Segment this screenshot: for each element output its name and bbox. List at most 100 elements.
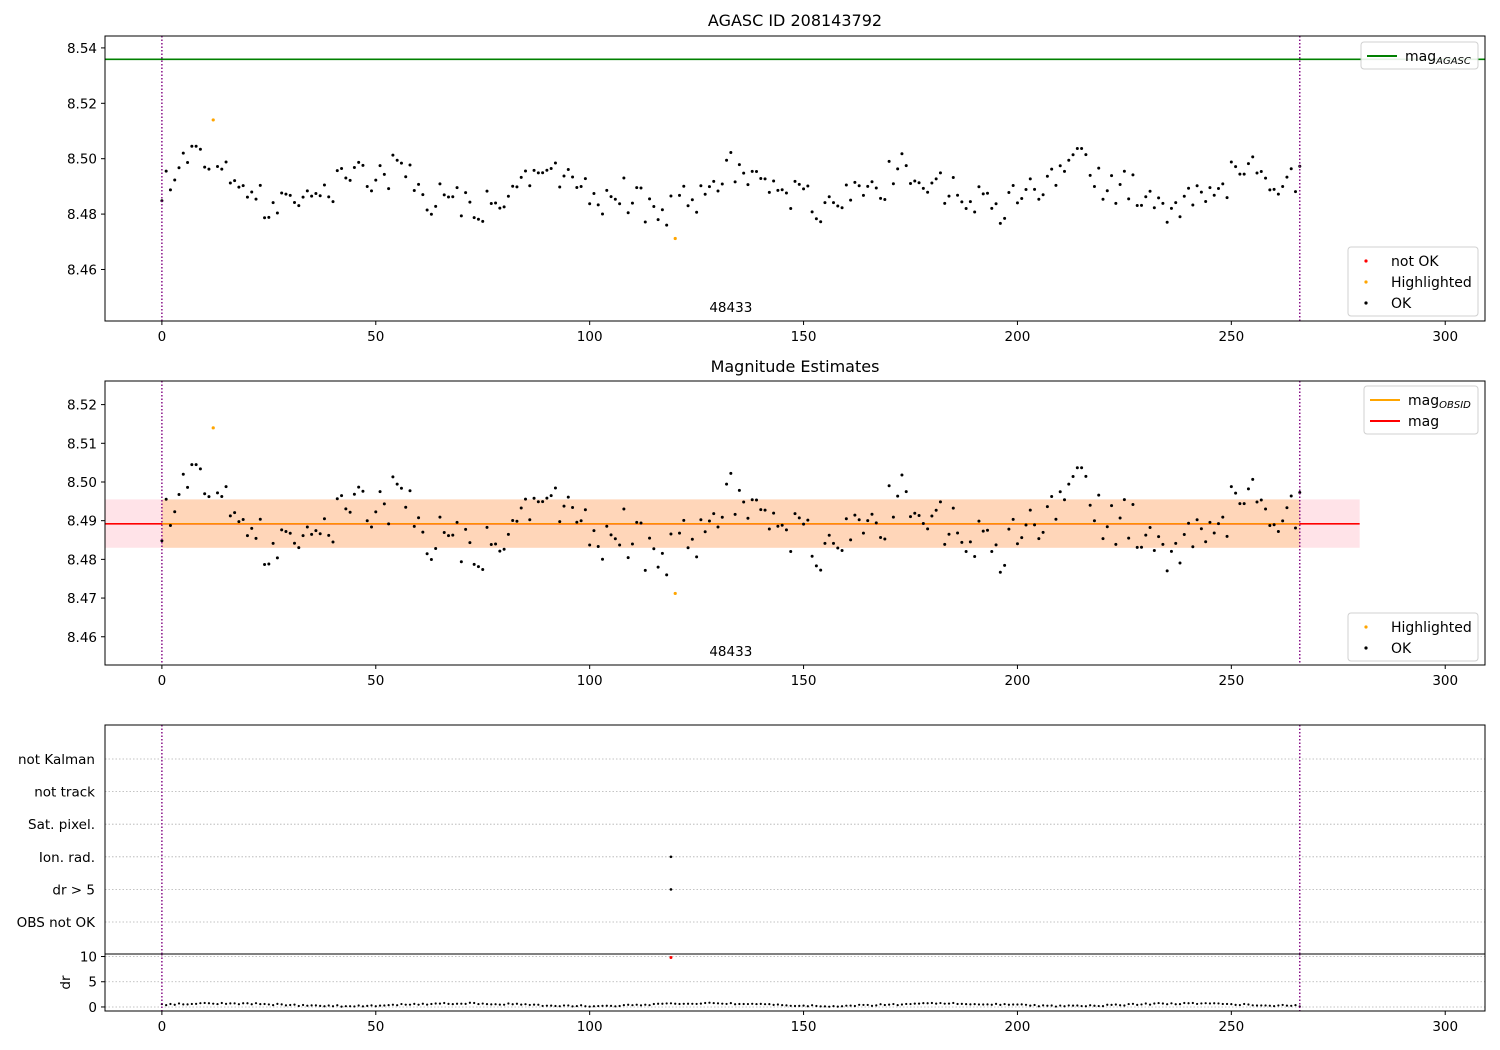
dr-point <box>721 1002 724 1005</box>
data-point <box>502 547 506 551</box>
data-point <box>310 194 314 198</box>
dr-point <box>344 1005 347 1008</box>
data-point <box>827 533 831 537</box>
dr-point <box>644 1003 647 1006</box>
data-point <box>849 538 853 542</box>
data-point <box>630 542 634 546</box>
dr-point <box>917 1002 921 1005</box>
data-point <box>524 169 528 173</box>
data-point <box>357 485 361 489</box>
data-point <box>977 519 981 523</box>
legend-box <box>1360 41 1479 70</box>
dr-point <box>605 1004 608 1007</box>
dr-point <box>203 1001 206 1005</box>
flag-point <box>669 855 673 859</box>
data-point <box>498 549 502 553</box>
data-point <box>382 502 386 506</box>
data-point <box>464 191 468 195</box>
y-tick-label: 8.51 <box>67 436 97 452</box>
data-point <box>917 514 921 518</box>
dr-point <box>1020 1003 1023 1006</box>
data-point <box>686 204 690 208</box>
data-point <box>844 183 848 187</box>
y-tick-label: 8.50 <box>67 475 97 491</box>
data-point <box>926 190 930 194</box>
dr-point <box>699 1002 702 1005</box>
dr-point <box>601 1004 604 1007</box>
dr-point <box>229 1002 232 1005</box>
data-point <box>985 191 989 195</box>
data-point <box>921 521 925 525</box>
data-point <box>494 201 498 205</box>
data-point <box>746 516 750 520</box>
data-point <box>1139 545 1143 549</box>
dr-point <box>922 1002 925 1005</box>
data-point <box>395 158 399 162</box>
dr-point <box>1046 1004 1049 1007</box>
data-point <box>1075 466 1079 470</box>
dr-point <box>391 1003 394 1006</box>
data-point <box>1298 491 1302 495</box>
dr-point <box>481 1002 484 1005</box>
data-point <box>695 555 699 559</box>
data-point <box>177 166 181 170</box>
legend-marker-swatch <box>1364 301 1368 305</box>
dr-point <box>1217 1002 1220 1005</box>
data-point <box>1028 508 1032 512</box>
data-point <box>297 204 301 208</box>
dr-point <box>960 1002 963 1005</box>
dr-point <box>883 1003 886 1007</box>
data-point <box>271 541 275 545</box>
data-point <box>913 179 917 183</box>
data-point <box>224 160 228 164</box>
data-point <box>1208 186 1212 190</box>
x-tick-label: 300 <box>1432 329 1458 345</box>
dr-point <box>567 1004 570 1007</box>
data-point <box>1234 491 1238 495</box>
dr-point <box>845 1004 848 1007</box>
data-point <box>1054 517 1058 521</box>
data-point <box>1208 520 1212 524</box>
data-point <box>926 527 930 531</box>
data-point <box>951 506 955 510</box>
dr-point <box>207 1002 211 1005</box>
dr-point <box>340 1005 343 1008</box>
data-point <box>198 467 202 471</box>
data-point <box>455 520 459 524</box>
dr-point <box>297 1004 300 1008</box>
data-point <box>284 530 288 534</box>
data-point <box>789 206 793 210</box>
flag-category-label: Sat. pixel. <box>28 817 95 833</box>
data-point <box>528 518 532 522</box>
data-point <box>853 180 857 184</box>
data-point <box>220 167 224 171</box>
y-axis-label: dr <box>58 975 74 990</box>
data-point <box>220 495 224 499</box>
data-point <box>755 170 759 174</box>
highlighted-point <box>211 426 215 430</box>
dr-point <box>400 1002 403 1006</box>
data-point <box>784 191 788 195</box>
data-point <box>558 520 562 524</box>
dr-point <box>1003 1002 1006 1006</box>
data-point <box>528 184 532 188</box>
data-point <box>960 540 964 544</box>
data-point <box>973 554 977 558</box>
flag-point <box>669 888 673 891</box>
dr-point <box>233 1002 236 1005</box>
dr-point <box>1238 1003 1241 1007</box>
data-point <box>601 557 605 561</box>
dr-point <box>840 1005 844 1008</box>
x-tick-label: 300 <box>1432 1019 1458 1035</box>
dr-point <box>575 1004 578 1008</box>
data-point <box>1293 526 1297 530</box>
data-point <box>1229 160 1233 164</box>
data-point <box>742 171 746 175</box>
data-point <box>1225 196 1229 200</box>
dr-point <box>1037 1005 1040 1008</box>
data-point <box>284 192 288 196</box>
dr-point <box>293 1003 296 1006</box>
dr-point <box>1277 1004 1280 1007</box>
dr-point <box>545 1004 548 1007</box>
data-point <box>635 520 639 524</box>
